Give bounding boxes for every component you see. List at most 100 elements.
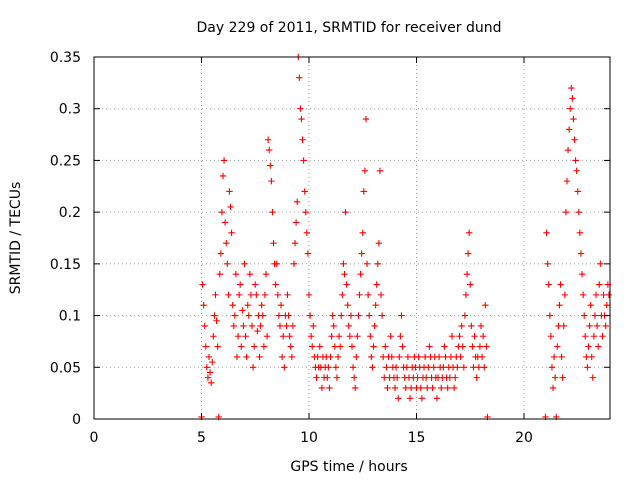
data-point xyxy=(558,353,565,361)
data-point xyxy=(574,188,581,195)
data-point xyxy=(559,374,566,381)
data-point xyxy=(298,115,305,123)
data-point xyxy=(211,312,218,319)
data-point xyxy=(360,188,368,195)
data-point xyxy=(285,312,292,319)
data-point xyxy=(250,343,258,350)
data-point xyxy=(579,291,587,299)
data-point xyxy=(467,281,474,288)
data-point xyxy=(366,312,373,319)
data-point xyxy=(397,333,404,340)
data-point xyxy=(589,374,596,381)
data-point xyxy=(402,384,409,392)
data-point xyxy=(569,95,576,102)
data-point xyxy=(272,281,279,288)
data-point xyxy=(422,374,430,381)
data-point xyxy=(330,322,337,330)
data-point xyxy=(234,333,242,340)
data-point xyxy=(281,364,288,371)
data-point xyxy=(581,312,588,319)
data-point xyxy=(382,343,389,350)
data-point xyxy=(457,353,464,361)
data-point xyxy=(417,384,424,392)
data-point xyxy=(267,162,274,169)
data-point xyxy=(347,312,355,319)
data-point xyxy=(556,302,563,309)
data-point xyxy=(483,343,490,350)
data-point xyxy=(404,353,412,361)
data-point xyxy=(458,322,465,330)
data-point xyxy=(372,302,379,309)
data-point xyxy=(257,322,264,330)
data-point xyxy=(364,291,372,299)
y-tick-label: 0.35 xyxy=(50,50,81,66)
data-point xyxy=(202,343,209,350)
data-point xyxy=(227,203,234,211)
data-point xyxy=(414,374,421,381)
data-point xyxy=(596,281,603,288)
data-point xyxy=(433,395,441,402)
data-point xyxy=(342,208,349,216)
data-point xyxy=(273,260,280,268)
data-point xyxy=(214,343,221,350)
x-tick-label: 5 xyxy=(197,430,206,446)
data-point xyxy=(406,395,414,402)
y-axis-label: SRMTID / TECUs xyxy=(8,182,24,295)
data-point xyxy=(356,291,363,299)
data-point xyxy=(567,105,574,112)
data-point xyxy=(582,333,589,340)
data-point xyxy=(233,353,241,361)
data-point xyxy=(544,260,551,268)
data-point xyxy=(479,333,487,340)
data-point xyxy=(266,146,273,154)
data-point xyxy=(465,229,473,237)
x-tick-label: 20 xyxy=(515,430,533,446)
data-point xyxy=(231,312,239,319)
data-point xyxy=(391,384,399,392)
data-point xyxy=(442,353,449,361)
data-point xyxy=(230,322,237,330)
data-point xyxy=(216,271,223,278)
data-point xyxy=(573,167,580,174)
data-point xyxy=(316,343,323,350)
data-point xyxy=(435,353,443,361)
data-point xyxy=(575,208,583,216)
data-point xyxy=(565,126,573,133)
data-point xyxy=(328,333,335,340)
data-point xyxy=(398,312,405,319)
data-point xyxy=(300,157,307,164)
data-point xyxy=(296,74,303,81)
data-point xyxy=(310,322,317,330)
data-point xyxy=(482,302,489,309)
data-point xyxy=(350,374,358,381)
data-point xyxy=(592,291,600,299)
data-point xyxy=(448,333,456,340)
data-point xyxy=(291,239,299,247)
data-point xyxy=(450,384,458,392)
data-point xyxy=(286,333,293,340)
chart-title: Day 229 of 2011, SRMTID for receiver dun… xyxy=(197,20,502,36)
data-point xyxy=(260,343,268,350)
data-point xyxy=(261,291,269,299)
data-point xyxy=(235,291,243,299)
data-point xyxy=(243,353,250,361)
data-point xyxy=(348,343,356,350)
data-point xyxy=(383,364,390,371)
data-point xyxy=(252,281,259,288)
data-point xyxy=(334,353,342,361)
data-point xyxy=(426,343,433,350)
data-point xyxy=(594,343,602,350)
data-point xyxy=(388,353,395,361)
data-point xyxy=(225,291,232,299)
data-point xyxy=(478,353,486,361)
data-point xyxy=(349,364,357,371)
data-point xyxy=(367,333,374,340)
data-point xyxy=(205,353,213,361)
data-point xyxy=(327,353,334,361)
data-points xyxy=(198,53,613,421)
data-point xyxy=(585,343,592,350)
data-point xyxy=(226,188,233,195)
data-point xyxy=(326,384,333,392)
data-point xyxy=(378,312,386,319)
data-point xyxy=(206,369,214,376)
